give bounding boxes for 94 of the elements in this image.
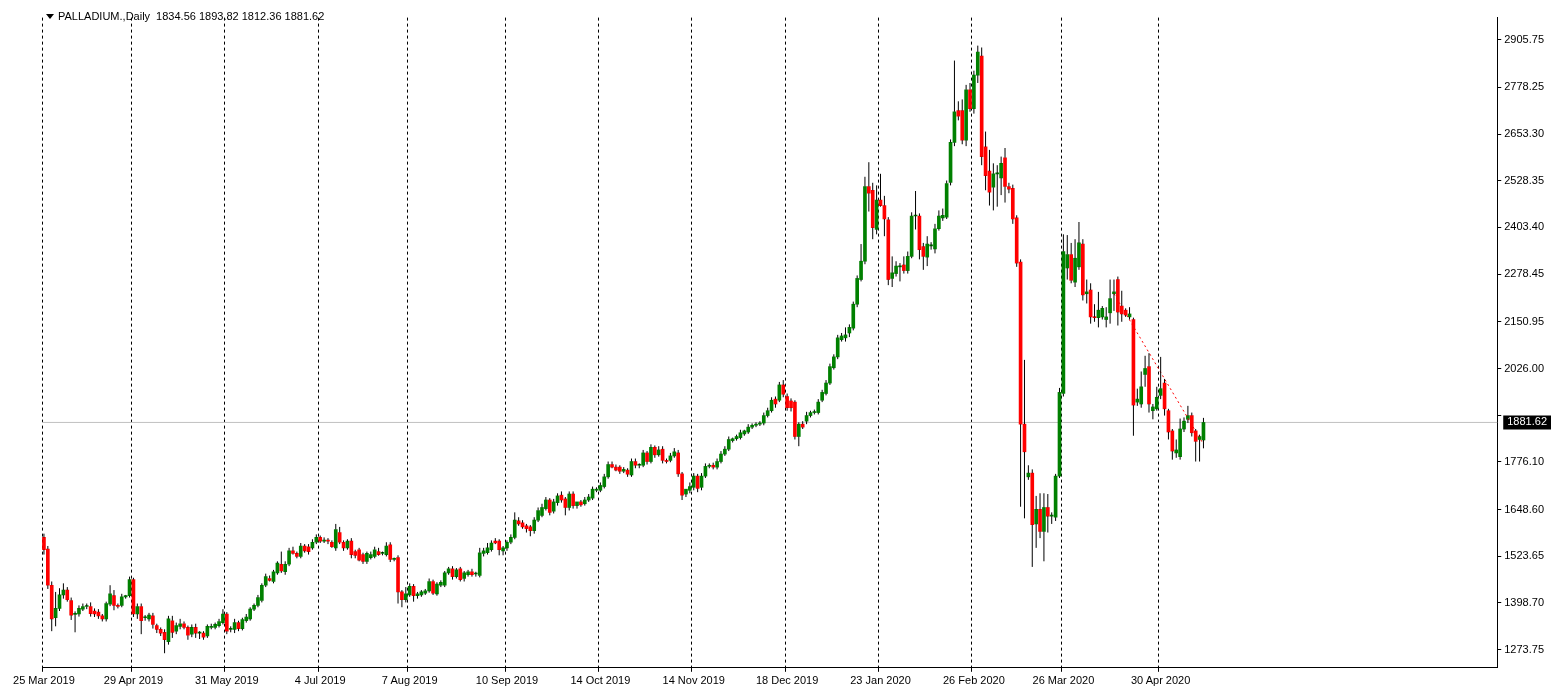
candlestick <box>995 164 1000 208</box>
candlestick <box>431 579 435 596</box>
x-tick-label: 29 Apr 2019 <box>103 674 164 687</box>
x-tick-label: 26 Feb 2020 <box>943 674 1005 687</box>
candlestick <box>174 622 179 635</box>
candlestick <box>761 412 766 426</box>
candlestick <box>1034 495 1038 549</box>
candlestick <box>186 625 190 641</box>
candlestick <box>1042 492 1046 562</box>
candlestick <box>1147 352 1151 414</box>
candlestick <box>617 464 622 475</box>
candlestick <box>330 539 334 548</box>
ref-line-label: 1881.62 <box>1507 415 1547 428</box>
x-tick-label: 31 May 2019 <box>195 674 259 687</box>
y-tick-label: 2778.25 <box>1504 80 1544 93</box>
x-tick-label: 4 Jul 2019 <box>294 674 346 687</box>
y-tick-label: 1273.75 <box>1504 642 1544 655</box>
candlestick <box>645 450 649 466</box>
candlestick <box>151 612 155 630</box>
candlestick <box>279 551 284 574</box>
candlestick <box>621 466 626 474</box>
y-tick-label: 1648.60 <box>1504 502 1544 515</box>
candlestick <box>512 511 517 540</box>
candlestick <box>248 606 252 622</box>
candlestick <box>870 182 875 240</box>
candlestick <box>641 449 645 468</box>
chart-subtitle: 1834.56 1893.82 1812.36 1881.62 <box>156 10 325 22</box>
candlestick <box>1135 388 1140 407</box>
candlestick <box>100 613 105 622</box>
candlestick <box>178 618 182 630</box>
x-tick-label: 25 Mar 2019 <box>13 674 75 687</box>
y-tick-label: 2905.75 <box>1504 32 1544 45</box>
candlestick <box>365 551 369 565</box>
x-tick-label: 30 Apr 2020 <box>1130 674 1191 687</box>
candlestick <box>143 614 147 622</box>
candlestick <box>1108 279 1112 325</box>
candlestick <box>672 447 677 459</box>
x-tick-label: 23 Jan 2020 <box>850 674 911 687</box>
candlestick <box>388 541 393 563</box>
y-tick-label: 1776.10 <box>1504 454 1544 467</box>
candlestick <box>357 547 361 561</box>
candlestick <box>528 524 533 537</box>
candlestick <box>1046 493 1050 534</box>
x-tick-label: 26 Mar 2020 <box>1032 674 1095 687</box>
candlestick <box>497 538 502 556</box>
candlestick <box>298 542 303 559</box>
candlestick <box>442 570 447 588</box>
candlestick <box>1030 468 1035 568</box>
x-tick-label: 14 Oct 2019 <box>570 674 631 687</box>
x-tick-label: 10 Sep 2019 <box>475 674 539 687</box>
candlestick <box>189 623 194 638</box>
candlestick <box>960 98 965 145</box>
y-tick-label: 2026.00 <box>1504 361 1544 374</box>
y-tick-label: 2653.30 <box>1504 127 1544 140</box>
candlestick <box>800 420 805 430</box>
candlestick <box>139 603 144 635</box>
candlestick <box>1178 418 1182 461</box>
candlestick <box>925 235 930 267</box>
candlestick <box>571 490 575 510</box>
x-tick-label: 18 Dec 2019 <box>755 674 819 687</box>
x-tick-label: 14 Nov 2019 <box>662 674 725 687</box>
candlestick <box>462 570 467 582</box>
candlestick <box>396 554 400 605</box>
candlestick <box>112 589 116 611</box>
chart-title: PALLADIUM.,Daily <box>58 10 151 22</box>
candlestick <box>1003 147 1007 204</box>
y-tick-label: 1523.65 <box>1504 549 1544 562</box>
candlestick <box>964 84 968 147</box>
candlestick <box>649 443 653 464</box>
x-tick-label: 7 Aug 2019 <box>381 674 438 687</box>
y-tick-label: 2403.40 <box>1504 220 1544 233</box>
candlestick <box>333 523 338 552</box>
candlestick <box>582 496 587 507</box>
candlestick <box>470 568 474 578</box>
candlestick <box>567 490 572 511</box>
candlestick <box>466 569 470 578</box>
y-tick-label: 2528.35 <box>1504 173 1544 186</box>
y-tick-label: 1398.70 <box>1504 595 1544 608</box>
candlestick <box>361 552 365 565</box>
candlestick <box>427 577 431 594</box>
candlestick <box>575 501 579 510</box>
candlestick <box>653 444 657 459</box>
candlestick <box>547 497 552 516</box>
candlestick <box>614 464 618 471</box>
candlestick <box>435 581 439 597</box>
candlestick <box>579 499 583 508</box>
y-tick-label: 2278.45 <box>1504 267 1544 280</box>
candlestick <box>746 423 751 435</box>
candlestick <box>119 593 124 608</box>
candlestick <box>656 445 661 458</box>
y-tick-label: 2150.95 <box>1504 314 1544 327</box>
candlestick <box>742 430 747 437</box>
candlestick <box>726 435 731 452</box>
candlestick <box>890 255 895 288</box>
